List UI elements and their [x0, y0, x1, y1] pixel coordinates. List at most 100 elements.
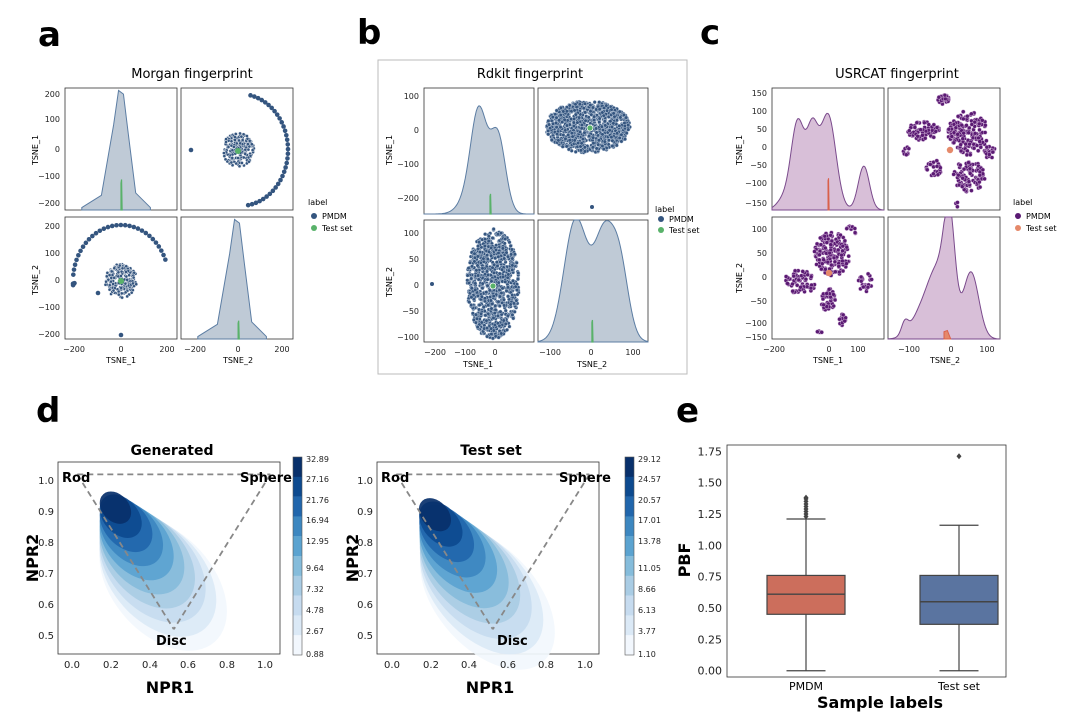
c-bl-pmdm-point — [846, 253, 851, 259]
d1-ytick: 0.9 — [38, 507, 54, 518]
b-bl-pmdm-point — [479, 311, 484, 316]
panel-c-title: USRCAT fingerprint — [835, 67, 959, 82]
b-bl-pmdm-point — [477, 303, 482, 308]
e-ytick: 1.75 — [698, 445, 723, 458]
c-tr-pmdm-point — [958, 142, 963, 147]
b-bl-pmdm-point — [496, 254, 501, 259]
a-bl-pmdm-point — [118, 332, 124, 338]
b-tr-pmdm-point — [588, 109, 593, 114]
b-bl-pmdm-point — [512, 252, 517, 257]
c-xtick: 100 — [979, 345, 994, 354]
d2-xtick: 0.4 — [461, 660, 477, 671]
a-ytick: 0 — [55, 276, 60, 285]
b-bl-pmdm-point — [481, 256, 486, 261]
b-xlabel-1: TSNE_1 — [462, 360, 493, 369]
a-legend-test: Test set — [321, 224, 353, 233]
a-tr-pmdm-point — [250, 142, 254, 147]
b-ytick: 100 — [404, 229, 419, 238]
a-tr-pmdm-point — [264, 194, 269, 199]
b-bl-pmdm-point — [498, 309, 503, 314]
b-bl-pmdm-point — [486, 272, 491, 277]
c-bl-pmdm-point — [844, 226, 849, 231]
b-ylabel-1: TSNE_1 — [385, 135, 394, 166]
b-bl-pmdm-point — [483, 313, 488, 318]
b-tr-pmdm-point — [567, 103, 572, 108]
a-tr-pmdm-point — [243, 152, 248, 156]
a-bl-pmdm-point — [107, 273, 112, 277]
c-bl-pmdm-point — [828, 294, 833, 300]
b-bl-pmdm-point — [511, 316, 516, 321]
d1-cbar-tick: 16.94 — [306, 516, 329, 525]
a-bl-pmdm-point — [116, 270, 121, 275]
d1-xtick: 1.0 — [257, 660, 273, 671]
c-bl-pmdm-point — [822, 234, 827, 239]
c-tr-pmdm-point — [918, 127, 923, 132]
b-bl-pmdm-point — [510, 256, 515, 261]
b-bl-pmdm-point — [503, 236, 508, 241]
a-bl-pmdm-point — [95, 290, 101, 296]
d2-corner-rod: Rod — [381, 471, 409, 486]
b-tr-pmdm-point — [609, 124, 614, 129]
b-bl-pmdm-point — [509, 247, 514, 252]
c-bl-pmdm-point — [865, 271, 871, 277]
a-ylabel-2: TSNE_2 — [31, 265, 40, 296]
b-bl-pmdm-point — [466, 266, 471, 271]
c-tr-pmdm-point — [935, 172, 941, 177]
b-tr-pmdm-point — [571, 120, 576, 125]
a-bl-pmdm-point — [106, 277, 111, 282]
d1-ytick: 1.0 — [38, 476, 54, 487]
b-bl-pmdm-point — [479, 320, 484, 325]
b-bl-pmdm-point — [486, 234, 491, 239]
d2-cbar-tick: 29.12 — [638, 455, 661, 464]
e-ylabel: PBF — [675, 543, 694, 578]
c-ytick: 100 — [752, 107, 767, 116]
a-bl-pmdm-point — [159, 248, 164, 253]
b-bl-pmdm-point — [491, 294, 496, 299]
b-tr-pmdm-point — [606, 138, 611, 143]
a-tr-pmdm-point — [230, 156, 235, 160]
c-tr-pmdm-point — [969, 122, 975, 127]
b-bl-pmdm-point — [492, 311, 497, 316]
b-tr-pmdm-point — [592, 118, 597, 123]
b-tr-pmdm-point — [572, 108, 577, 113]
a-bl-pmdm-point — [112, 266, 117, 271]
a-tr-pmdm-point — [226, 145, 231, 149]
c-bl-pmdm-point — [818, 235, 823, 241]
b-bl-pmdm-point — [497, 271, 502, 276]
b-bl-pmdm-point — [516, 271, 521, 276]
a-tr-pmdm-point — [283, 165, 288, 170]
triangle-edge — [173, 473, 272, 630]
c-tr-pmdm-point — [977, 179, 982, 185]
c-tr-pmdm-point — [942, 93, 948, 98]
b-bl-pmdm-point — [487, 288, 492, 293]
b-bl-pmdm-point — [473, 320, 478, 325]
a-tr-pmdm-point — [234, 161, 238, 166]
b-bl-pmdm-point — [492, 322, 497, 327]
c-ylabel-2: TSNE_2 — [735, 263, 744, 294]
b-bl-pmdm-point — [503, 321, 508, 326]
d1-xtick: 0.2 — [103, 660, 119, 671]
panel-letter-a: a — [38, 15, 61, 55]
b-bl-pmdm-point — [500, 286, 505, 291]
a-bl-pmdm-point — [120, 295, 124, 300]
a-tr-pmdm-point — [273, 185, 278, 190]
c-bl-pmdm-point — [823, 267, 828, 272]
b-tr-pmdm-point — [554, 120, 559, 125]
a-tr-pmdm-point — [188, 147, 194, 153]
b-bl-pmdm-point — [472, 251, 477, 256]
b-tr-pmdm-point — [619, 132, 624, 137]
a-tr-pmdm-point — [236, 156, 240, 160]
e-xtick-pmdm: PMDM — [789, 680, 823, 693]
b-bl-pmdm-point — [480, 281, 485, 286]
panel-a-title: Morgan fingerprint — [131, 67, 252, 82]
b-bl-pmdm-point — [488, 298, 493, 303]
panel-c: USRCAT fingerprint 150 100 50 0 −50 −100… — [735, 67, 1057, 365]
c-tr-pmdm-point — [923, 136, 928, 141]
colorbar-border — [292, 456, 303, 656]
b-tr-pmdm-point — [591, 105, 596, 110]
a-tr-test-point — [235, 148, 241, 154]
b-bl-pmdm-point — [475, 293, 480, 298]
b-tr-pmdm-point — [611, 111, 616, 116]
e-frame — [726, 444, 1007, 678]
b-bl-pmdm-point — [499, 291, 504, 296]
